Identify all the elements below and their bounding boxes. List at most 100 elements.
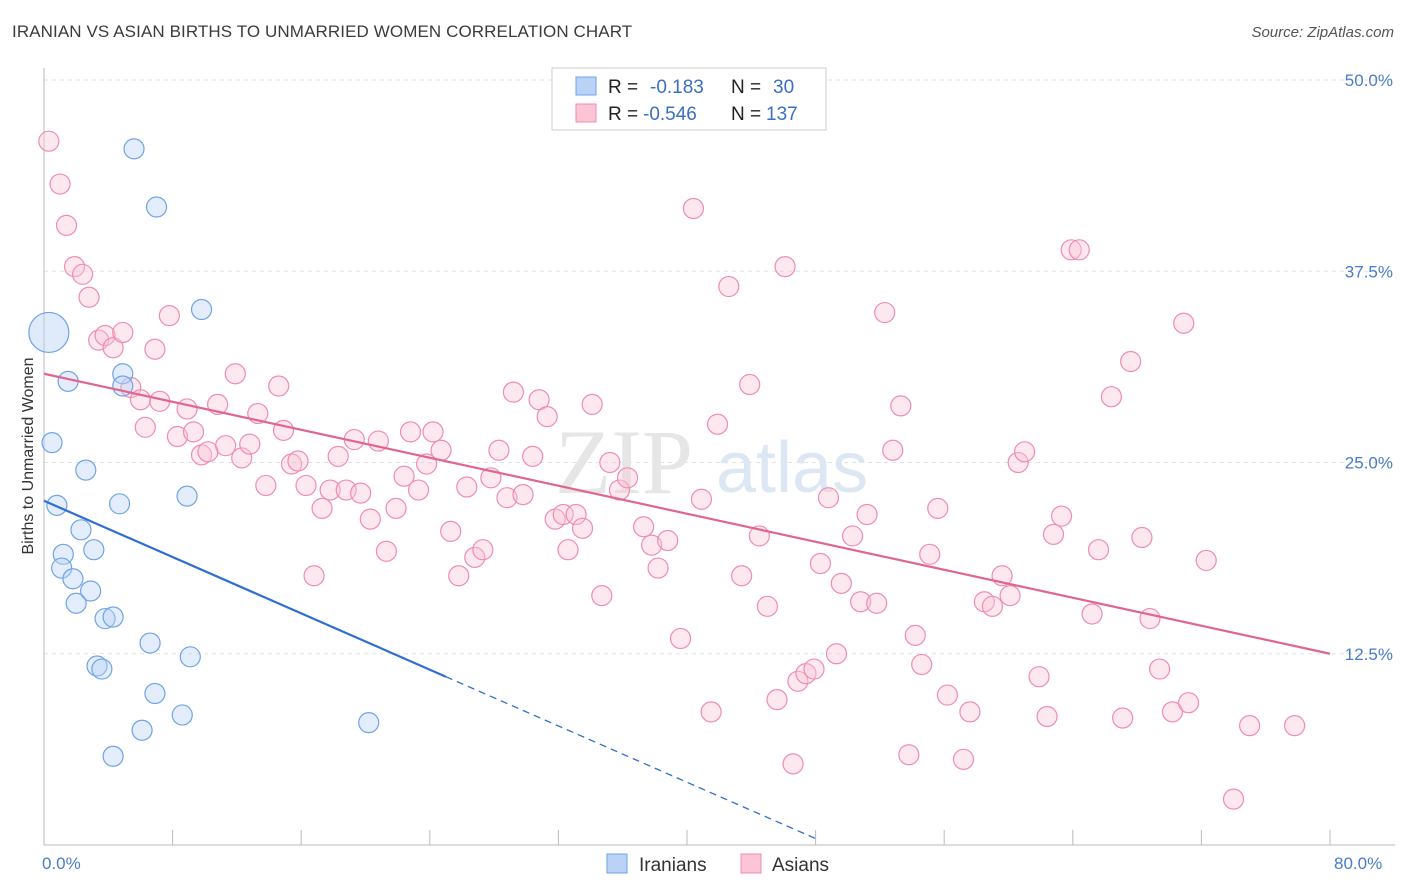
asians-point-46 xyxy=(407,479,430,501)
asians-point-123 xyxy=(1068,239,1090,261)
bottom-legend-label-asians: Asians xyxy=(772,855,829,876)
iranians-point-29 xyxy=(102,745,124,767)
asians-point-111 xyxy=(959,701,981,723)
asians-point-18 xyxy=(182,421,205,443)
asians-point-75 xyxy=(647,557,669,579)
asians-point-43 xyxy=(385,497,407,519)
iranians-point-19 xyxy=(94,607,116,630)
asians-point-117 xyxy=(1013,441,1036,463)
asians-point-119 xyxy=(1036,705,1058,728)
iranians-point-15 xyxy=(51,557,73,579)
asians-point-25 xyxy=(239,433,261,455)
asians-point-68 xyxy=(581,393,603,415)
asians-point-42 xyxy=(375,540,397,562)
asians-point-32 xyxy=(295,474,317,497)
asians-point-69 xyxy=(591,585,613,607)
asians-point-28 xyxy=(268,375,290,397)
asians-point-109 xyxy=(936,684,959,706)
iranians-point-1 xyxy=(123,138,145,160)
asians-point-106 xyxy=(911,653,933,676)
asians-point-23 xyxy=(224,363,246,385)
asians-point-65 xyxy=(557,539,579,561)
asians-point-92 xyxy=(803,658,825,680)
asians-point-101 xyxy=(874,301,896,324)
legend-n-label-asians: N = xyxy=(731,104,761,125)
asians-point-56 xyxy=(488,439,510,461)
iranians-point-16 xyxy=(62,568,84,590)
iranians-point-21 xyxy=(139,632,161,654)
asians-point-15 xyxy=(158,305,180,327)
asians-point-135 xyxy=(1195,549,1217,572)
asians-point-79 xyxy=(690,488,713,510)
asians-point-16 xyxy=(166,425,189,448)
asians-point-24 xyxy=(231,447,253,469)
asians-point-74 xyxy=(641,534,663,556)
iranians-point-10 xyxy=(108,493,131,515)
iranians-point-27 xyxy=(131,719,153,741)
trend-lines xyxy=(43,372,1331,840)
asians-point-59 xyxy=(512,484,534,506)
asians-point-81 xyxy=(706,413,729,435)
asians-point-12 xyxy=(134,416,156,438)
asians-point-53 xyxy=(464,546,486,568)
asians-point-52 xyxy=(456,476,478,498)
legend-swatch-asians xyxy=(575,103,597,123)
asians-point-98 xyxy=(850,591,872,613)
asians-point-57 xyxy=(496,487,518,509)
asians-point-82 xyxy=(718,275,740,298)
legend-n-value-iranians: 30 xyxy=(773,77,794,98)
legend-r-value-iranians: -0.183 xyxy=(650,77,704,98)
asians-point-51 xyxy=(448,565,470,587)
y-tick-labels: 12.5% 25.0% 37.5% 50.0% xyxy=(1345,71,1393,664)
asians-point-95 xyxy=(825,643,848,665)
legend-swatch-iranians xyxy=(575,76,597,96)
asians-point-137 xyxy=(1239,715,1261,737)
asians-point-113 xyxy=(981,595,1004,617)
legend-n-value-asians: 137 xyxy=(766,104,798,125)
asians-point-2 xyxy=(55,214,78,236)
legend-r-value-asians: -0.546 xyxy=(643,104,697,125)
asians-point-33 xyxy=(303,565,325,587)
asians-point-44 xyxy=(393,465,415,487)
iranians-point-25 xyxy=(144,682,166,705)
asians-point-49 xyxy=(430,439,452,461)
y-tick-label-0: 12.5% xyxy=(1345,645,1393,664)
asians-point-124 xyxy=(1081,603,1103,625)
asians-point-100 xyxy=(866,592,888,614)
asians-point-67 xyxy=(571,517,594,539)
asians-point-90 xyxy=(787,670,809,692)
asians-point-93 xyxy=(809,552,832,575)
iranians-point-13 xyxy=(83,539,105,561)
asians-point-78 xyxy=(682,197,705,220)
asians-point-104 xyxy=(898,744,920,766)
iranians-point-20 xyxy=(102,606,124,628)
asians-point-120 xyxy=(1042,523,1065,546)
legend-n-label-iranians: N = xyxy=(731,77,761,98)
asians-trend-line xyxy=(43,372,1331,655)
asians-point-48 xyxy=(422,421,444,443)
iranians-point-26 xyxy=(171,704,193,726)
iranians-point-17 xyxy=(80,580,102,602)
asians-point-64 xyxy=(552,503,574,526)
watermark-zip: ZIP xyxy=(555,411,693,513)
bottom-legend: Iranians Asians xyxy=(606,853,829,876)
iranians-point-11 xyxy=(176,485,198,507)
y-tick-label-1: 25.0% xyxy=(1345,454,1393,473)
iranians-trend-line xyxy=(43,499,447,678)
asians-point-22 xyxy=(215,435,237,457)
iranians-point-5 xyxy=(112,363,134,385)
iranians-point-12 xyxy=(70,519,92,541)
y-tick-label-3: 50.0% xyxy=(1345,71,1393,90)
asians-point-94 xyxy=(817,487,840,509)
asians-point-17 xyxy=(176,398,198,420)
asians-point-130 xyxy=(1139,607,1161,630)
y-axis-label: Births to Unmarried Women xyxy=(20,357,37,554)
asians-point-97 xyxy=(841,525,864,547)
asians-point-0 xyxy=(38,130,60,152)
asians-point-132 xyxy=(1161,701,1184,723)
asians-point-58 xyxy=(502,381,524,403)
asians-point-40 xyxy=(359,508,381,530)
asians-point-20 xyxy=(197,441,219,463)
iranians-point-7 xyxy=(41,432,63,454)
asians-point-118 xyxy=(1028,666,1050,688)
